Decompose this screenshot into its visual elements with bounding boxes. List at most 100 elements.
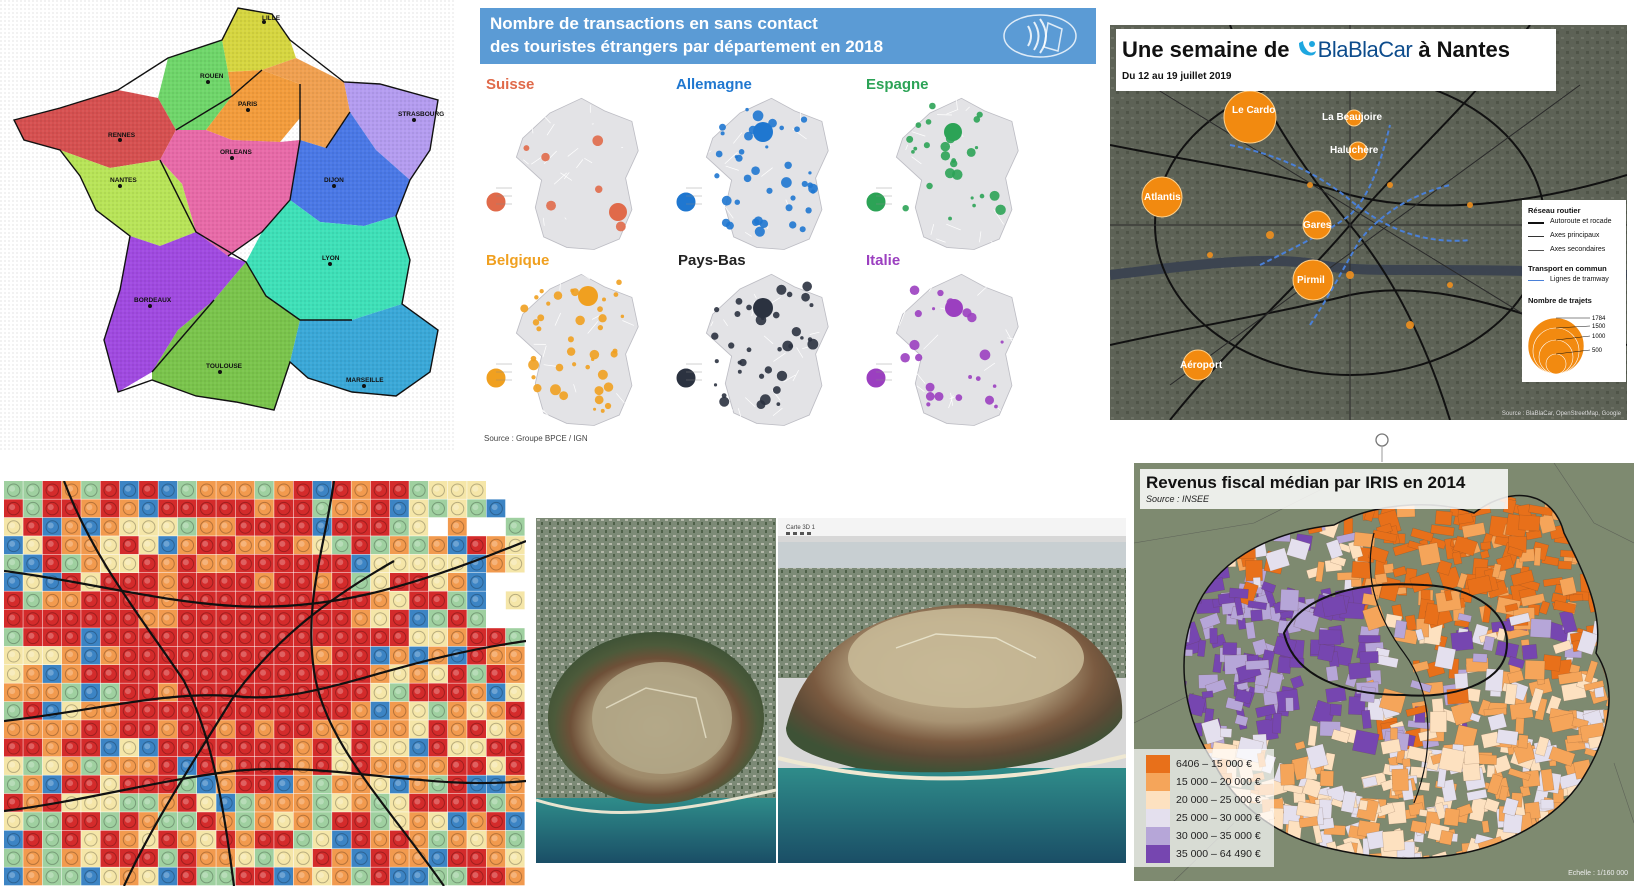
iris-cell [1410, 527, 1434, 543]
lego-brick [61, 738, 81, 757]
dept-symbol [972, 203, 976, 208]
iris-cell [1540, 768, 1555, 792]
legend-swatch [1146, 791, 1170, 809]
lego-brick [119, 573, 139, 591]
dept-symbol [555, 363, 564, 372]
lego-brick [216, 812, 236, 831]
lego-brick [119, 720, 139, 739]
dept-symbol-major [753, 298, 773, 318]
lego-brick [428, 665, 448, 683]
lego-brick [312, 867, 332, 886]
dept-symbol [973, 116, 981, 123]
lego-brick [409, 536, 429, 555]
lego-brick [486, 793, 506, 812]
city-label: STRASBOURG [398, 111, 444, 118]
dept-symbol [772, 311, 780, 319]
city-label: NANTES [110, 177, 137, 184]
legend-size-label: 1784 [1592, 316, 1606, 322]
lego-brick [390, 701, 409, 720]
iris-cell [1228, 587, 1249, 599]
iris-cell [1321, 594, 1347, 618]
dept-symbol [934, 391, 944, 401]
blablacar-title-box: Une semaine de BlaBlaCar à Nantes Du 12 … [1116, 29, 1556, 91]
lego-brick [428, 757, 448, 775]
lego-brick [351, 536, 371, 555]
iris-cell [1383, 563, 1395, 574]
lego-brick [177, 812, 197, 831]
dept-symbol [802, 281, 813, 292]
lego-brick [467, 536, 486, 555]
lego-brick [370, 628, 390, 647]
iris-cell [1430, 524, 1455, 537]
lego-brick [390, 738, 409, 757]
iris-cell [1277, 619, 1288, 635]
lego-brick [486, 812, 506, 831]
dept-symbol [603, 382, 614, 392]
lego-brick [119, 517, 139, 536]
lego-brick [467, 738, 486, 757]
lego-brick [390, 554, 409, 573]
lego-brick [370, 757, 390, 775]
place-label: Aéroport [1180, 360, 1223, 371]
lego-brick [61, 775, 81, 794]
lego-brick [235, 609, 255, 628]
iris-cell [1361, 709, 1372, 729]
lego-brick [42, 830, 62, 849]
3d-toolbar[interactable] [786, 532, 811, 535]
country-title: Pays-Bas [678, 252, 746, 269]
lego-brick [81, 812, 100, 831]
lego-brick [197, 793, 216, 812]
dept-symbol [926, 402, 931, 407]
lego-brick [139, 849, 158, 867]
iris-cell [1325, 538, 1344, 560]
lego-brick [42, 849, 62, 867]
lego-brick [505, 849, 525, 867]
iris-cell [1496, 729, 1519, 746]
lego-brick [254, 775, 274, 794]
lego-brick [235, 554, 255, 573]
dept-symbol [786, 291, 793, 298]
iris-cell [1452, 535, 1478, 557]
iris-cell [1234, 714, 1249, 727]
lego-brick [100, 646, 120, 665]
iris-cell [1255, 703, 1277, 718]
lego-brick [61, 554, 81, 573]
iris-cell [1302, 777, 1323, 799]
lego-brick [467, 793, 486, 812]
lego-brick [158, 517, 178, 536]
iris-cell [1529, 618, 1552, 639]
iris-cell [1405, 614, 1417, 631]
lego-brick [216, 481, 236, 499]
lego-brick [100, 775, 120, 794]
lego-brick [81, 646, 100, 665]
lego-brick [293, 517, 313, 536]
lego-brick [293, 573, 313, 591]
iris-cell [1294, 740, 1306, 751]
iris-cell [1569, 593, 1584, 602]
lego-brick [274, 573, 293, 591]
dept-symbol [737, 360, 742, 365]
lego-brick [447, 609, 467, 628]
legend-circle [675, 191, 697, 213]
iris-cell [1466, 575, 1493, 596]
iris-cell [1318, 629, 1342, 645]
lego-brick [486, 738, 506, 757]
iris-cell [1521, 644, 1538, 660]
lego-brick [428, 609, 448, 628]
place-label: Pirmil [1297, 275, 1325, 286]
lego-brick [486, 867, 506, 886]
lego-brick [293, 481, 313, 499]
lego-brick [447, 499, 467, 518]
lego-brick [197, 591, 216, 610]
lego-brick [61, 830, 81, 849]
lego-brick [158, 573, 178, 591]
lego-brick [42, 609, 62, 628]
lego-brick [332, 628, 351, 647]
lego-brick [42, 517, 62, 536]
rotate-handle-icon[interactable] [1373, 432, 1391, 462]
lego-brick [486, 665, 506, 683]
lego-brick [158, 720, 178, 739]
lego-brick [42, 499, 62, 518]
lego-brick [428, 628, 448, 647]
iris-cell [1510, 569, 1535, 587]
